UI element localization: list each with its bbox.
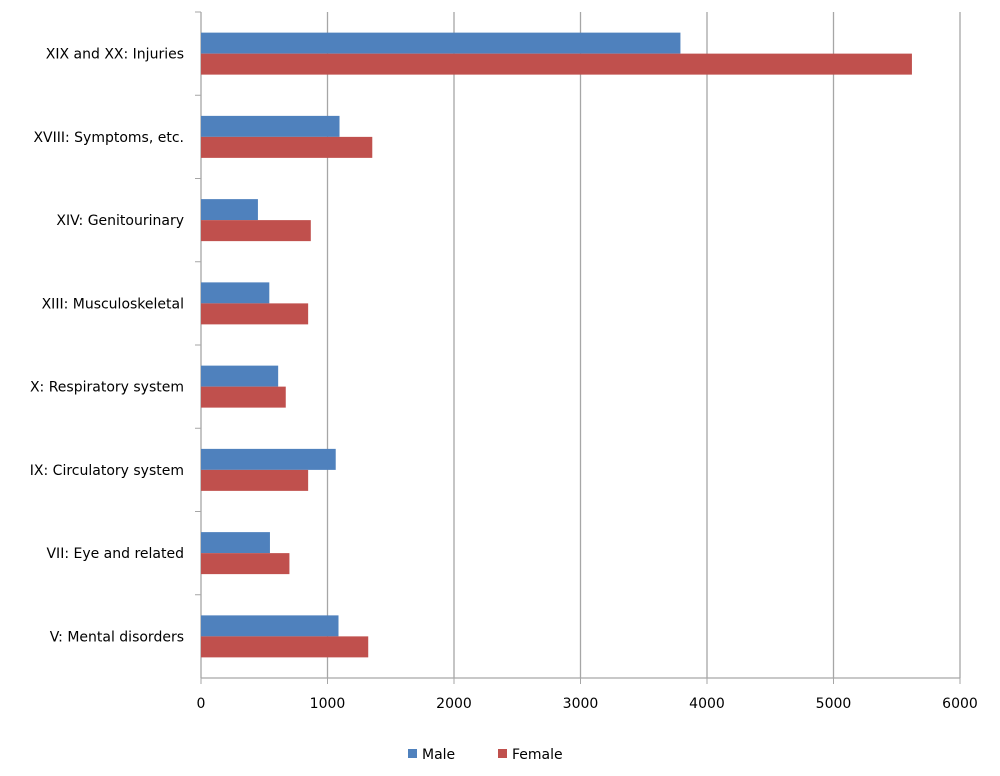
bar-female [201, 553, 290, 575]
bar-female [201, 386, 286, 408]
bar-male [201, 448, 336, 470]
legend-label: Male [422, 747, 455, 763]
bar-female [201, 220, 311, 242]
legend-swatch-male [408, 749, 417, 758]
category-label: XIII: Musculoskeletal [42, 296, 184, 312]
bar-male [201, 32, 681, 54]
legend-swatch-female [498, 749, 507, 758]
legend-label: Female [512, 747, 563, 763]
category-label: XIX and XX: Injuries [46, 47, 184, 63]
x-tick-label: 5000 [816, 696, 852, 712]
category-label: IX: Circulatory system [30, 463, 184, 479]
bar-female [201, 469, 309, 491]
x-tick-label: 0 [197, 696, 206, 712]
x-tick-label: 4000 [689, 696, 725, 712]
category-label: XVIII: Symptoms, etc. [33, 130, 184, 146]
x-tick-label: 6000 [942, 696, 978, 712]
bar-female [201, 53, 912, 75]
bar-male [201, 365, 279, 387]
bar-male [201, 282, 270, 304]
category-label: X: Respiratory system [30, 380, 184, 396]
bar-male [201, 615, 339, 637]
bar-female [201, 303, 309, 325]
bar-male [201, 532, 270, 554]
x-tick-label: 2000 [436, 696, 472, 712]
bar-female [201, 136, 373, 158]
bar-male [201, 115, 340, 137]
x-tick-label: 3000 [563, 696, 599, 712]
bar-male [201, 199, 258, 221]
category-label: XIV: Genitourinary [56, 213, 184, 229]
category-label: VII: Eye and related [46, 546, 184, 562]
bar-female [201, 636, 369, 658]
category-label: V: Mental disorders [50, 629, 184, 645]
x-tick-label: 1000 [310, 696, 346, 712]
